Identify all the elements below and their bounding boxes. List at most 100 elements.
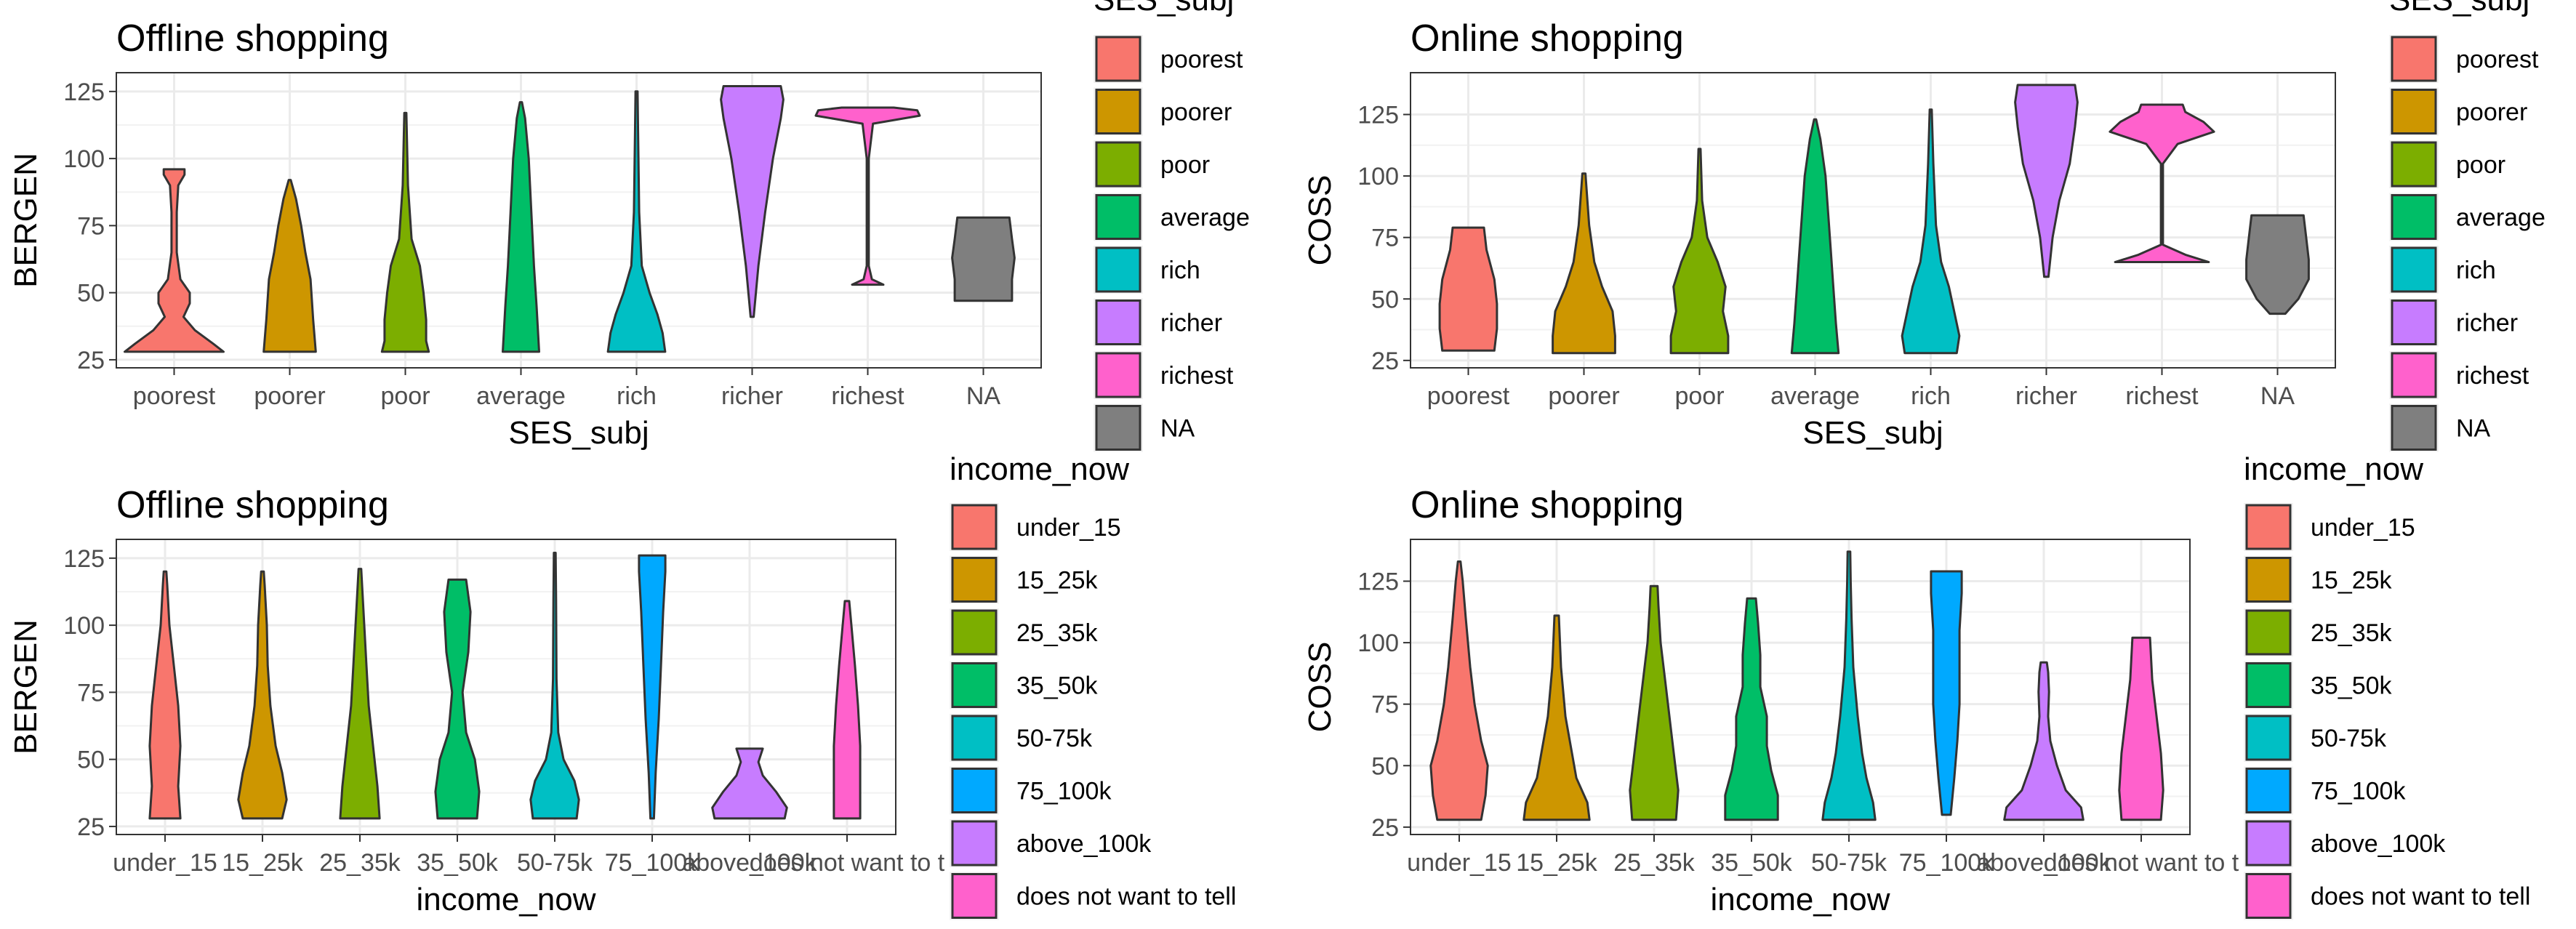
- legend-label: 35_50k: [2311, 672, 2393, 700]
- legend-label: above_100k: [2311, 830, 2446, 858]
- x-tick-label: richer: [2015, 382, 2077, 410]
- x-tick-label: average: [476, 382, 566, 410]
- plot-border: [1410, 72, 2336, 369]
- y-tick-label: 50: [1371, 286, 1399, 313]
- legend-swatch: [2391, 36, 2437, 82]
- y-tick-label: 100: [1357, 163, 1399, 190]
- legend-title: SES_subj: [1094, 0, 1234, 17]
- legend-swatch: [951, 715, 998, 761]
- legend-swatch: [951, 768, 998, 813]
- plot-border: [1410, 539, 2191, 835]
- x-axis-title: SES_subj: [508, 415, 649, 451]
- violin-mark: [2003, 661, 2085, 821]
- x-tick-label: rich: [1911, 382, 1951, 410]
- legend-label: poor: [1160, 151, 1210, 179]
- x-tick-label: under_15: [1407, 849, 1512, 877]
- x-tick-label: 25_35k: [1613, 849, 1696, 877]
- y-tick-label: 25: [1371, 814, 1399, 842]
- legend-label: 75_100k: [2311, 778, 2406, 805]
- violin-mark: [502, 101, 540, 353]
- y-tick-label: 25: [77, 347, 105, 374]
- legend-label: rich: [1160, 257, 1200, 284]
- legend-swatch: [2391, 352, 2437, 398]
- y-tick-label: 100: [63, 145, 105, 173]
- x-tick-label: 15_25k: [1516, 849, 1598, 877]
- x-tick-label: 75_100k: [1899, 849, 1994, 877]
- violin-mark: [1669, 148, 1730, 355]
- violin-mark: [237, 570, 288, 820]
- legend-label: 15_25k: [1016, 567, 1099, 595]
- chart-panel: 25 50 75 100 125 poorest poorer poor average rich…: [8, 17, 1042, 451]
- legend-swatch: [2245, 662, 2292, 708]
- violin-mark: [1790, 118, 1840, 355]
- legend-label: 35_50k: [1016, 672, 1099, 700]
- legend-swatch: [951, 557, 998, 603]
- legend-label: does not want to tell: [2311, 883, 2530, 911]
- legend-title: SES_subj: [2389, 0, 2529, 17]
- legend-label: under_15: [2311, 514, 2415, 542]
- legend-swatch: [1095, 299, 1141, 345]
- x-axis-title: SES_subj: [1802, 415, 1943, 451]
- x-tick-label: poorer: [254, 382, 325, 410]
- legend-title: income_now: [950, 451, 1129, 487]
- legend-swatch: [2391, 405, 2437, 451]
- violin-mark: [638, 554, 667, 820]
- legend-swatch: [1095, 246, 1141, 293]
- y-axis-title: BERGEN: [8, 619, 44, 755]
- x-tick-label: poorest: [133, 382, 216, 410]
- x-tick-label: above_100k: [682, 849, 817, 877]
- legend: income_now under_15 15_25k 25_35k 35_50k 50-7…: [2244, 451, 2530, 920]
- violin-mark: [2108, 103, 2215, 263]
- legend-label: poorer: [2456, 99, 2527, 126]
- violin-mark: [2014, 84, 2079, 278]
- x-tick-label: 15_25k: [222, 849, 304, 877]
- x-tick-label: NA: [2260, 382, 2295, 410]
- legend-label: 50-75k: [2311, 725, 2387, 752]
- legend-swatch: [1095, 141, 1141, 188]
- x-tick-label: poorest: [1427, 382, 1510, 410]
- violin-mark: [1901, 108, 1961, 355]
- violin-mark: [339, 568, 381, 820]
- x-axis-title: income_now: [416, 882, 595, 917]
- y-tick-label: 125: [63, 545, 105, 573]
- chart-panel: 25 50 75 100 125 under_15 15_25k 25_35k 35_50k 50…: [8, 484, 945, 917]
- y-tick-label: 50: [77, 747, 105, 774]
- x-tick-label: does not want to t: [2044, 849, 2239, 877]
- plot-border: [116, 539, 896, 835]
- x-tick-label: poorer: [1548, 382, 1619, 410]
- legend-label: average: [1160, 204, 1250, 232]
- x-tick-label: average: [1770, 382, 1860, 410]
- legend-label: 15_25k: [2311, 567, 2393, 595]
- legend-swatch: [1095, 36, 1141, 82]
- legend-label: 25_35k: [1016, 619, 1099, 647]
- legend-swatch: [2245, 873, 2292, 919]
- y-tick-label: 75: [77, 679, 105, 707]
- y-tick-label: 75: [1371, 225, 1399, 252]
- x-tick-label: 75_100k: [605, 849, 700, 877]
- y-axis-title: COSS: [1302, 642, 1338, 733]
- legend-swatch: [2391, 299, 2437, 345]
- x-tick-label: poor: [380, 382, 430, 410]
- x-tick-label: richest: [831, 382, 904, 410]
- y-tick-label: 25: [1371, 347, 1399, 375]
- legend-swatch: [2245, 557, 2292, 603]
- violin-mark: [1552, 172, 1616, 355]
- x-tick-label: under_15: [113, 849, 217, 877]
- y-tick-label: 50: [77, 280, 105, 307]
- y-tick-label: 100: [63, 612, 105, 640]
- legend-label: poorest: [1160, 46, 1243, 73]
- legend-label: poorest: [2456, 46, 2539, 73]
- x-tick-label: rich: [617, 382, 657, 410]
- violin-mark: [262, 179, 317, 353]
- violin-mark: [814, 106, 921, 286]
- x-tick-label: 25_35k: [319, 849, 401, 877]
- violin-mark: [2245, 214, 2310, 315]
- legend-swatch: [2391, 89, 2437, 134]
- legend-swatch: [2391, 194, 2437, 240]
- x-axis-title: income_now: [1710, 882, 1890, 917]
- y-tick-label: 75: [1371, 691, 1399, 719]
- legend-label: richest: [2456, 362, 2529, 390]
- legend-swatch: [2245, 609, 2292, 656]
- violin-mark: [1821, 550, 1877, 821]
